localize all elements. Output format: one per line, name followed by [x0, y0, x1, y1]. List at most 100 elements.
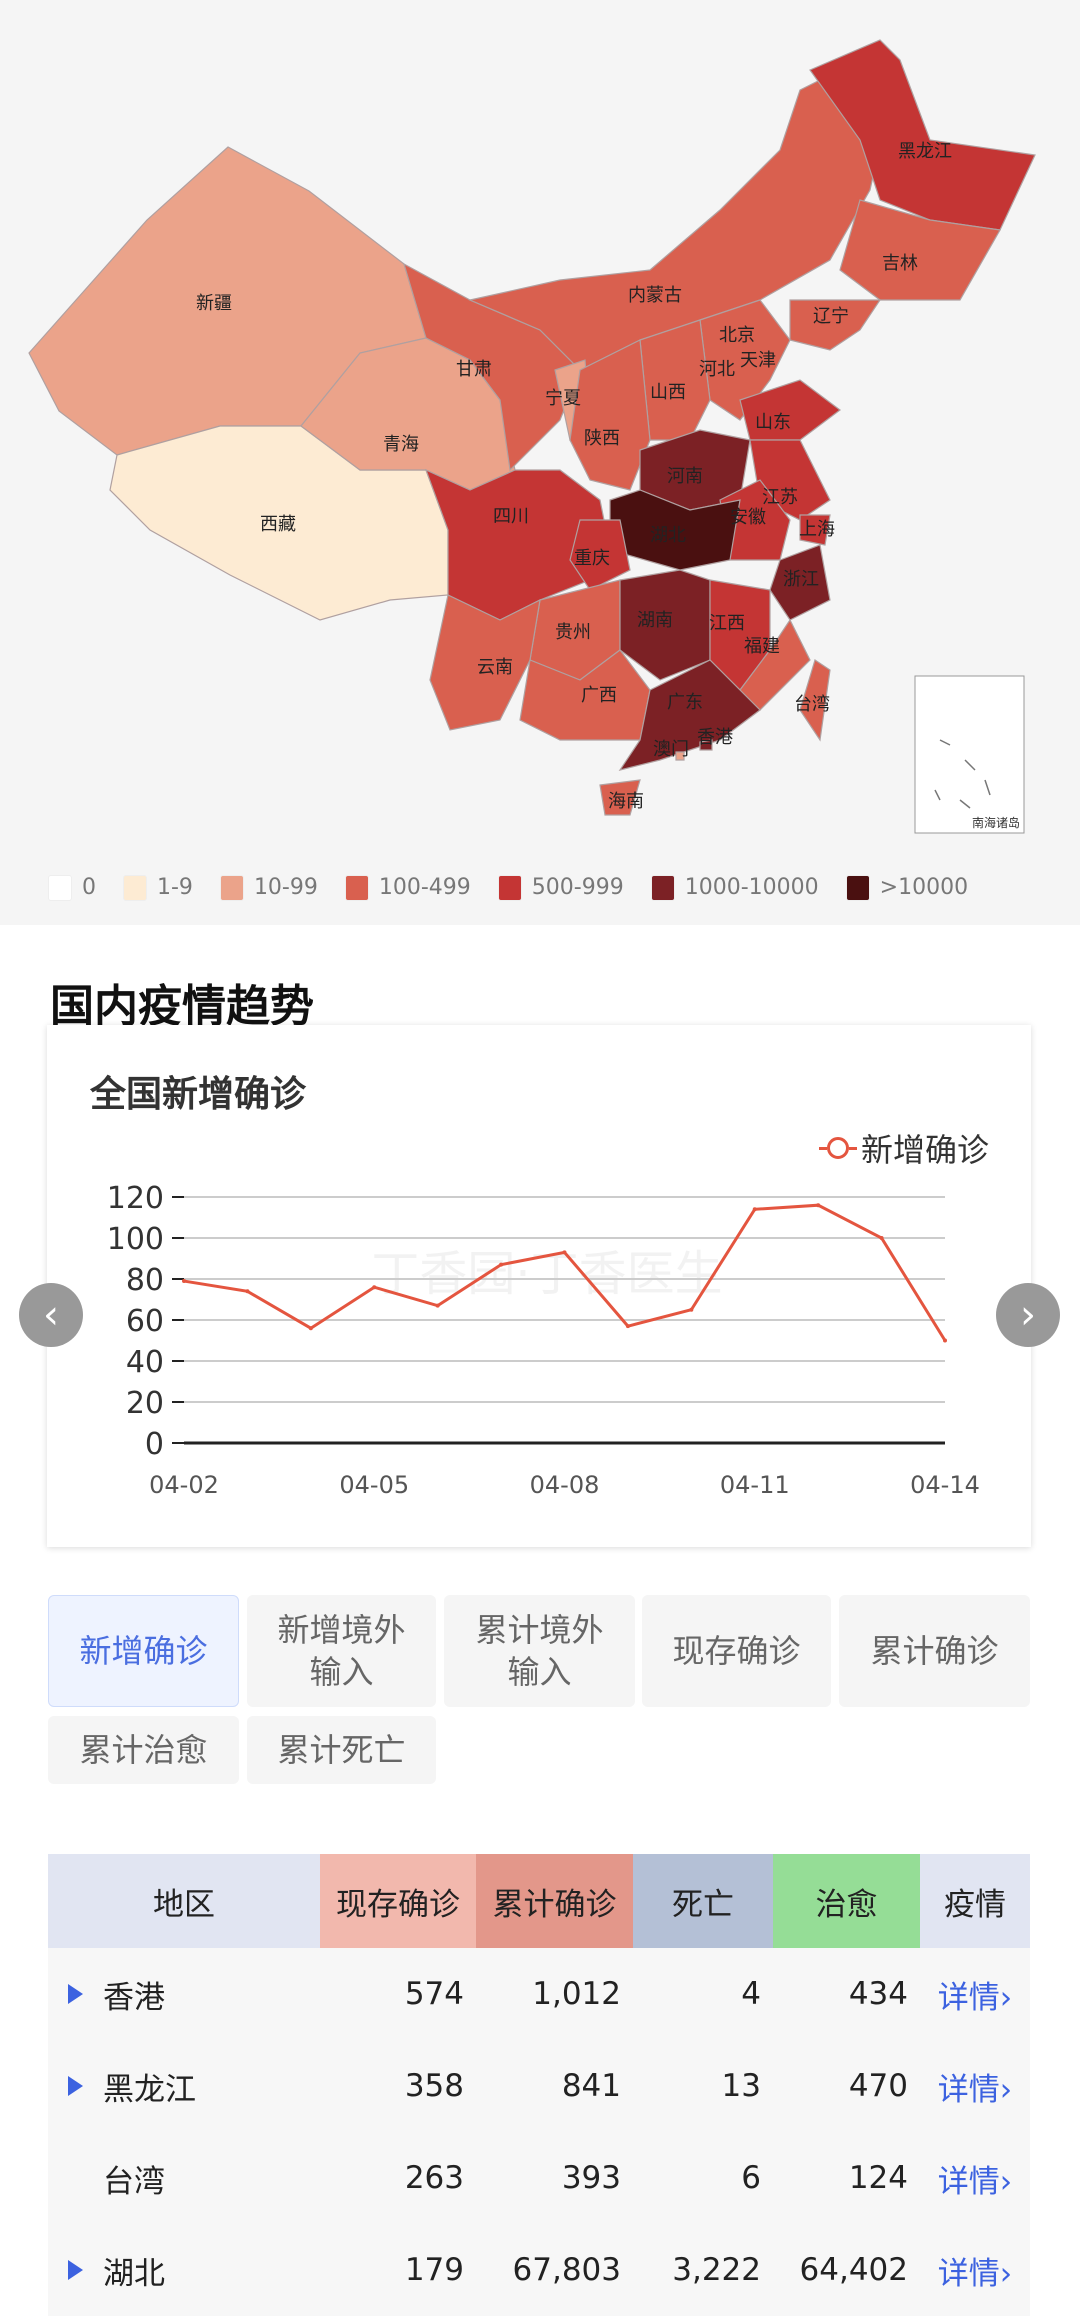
legend-item[interactable]: 0: [48, 874, 96, 901]
tab-累计境外输入[interactable]: 累计境外 输入: [444, 1595, 635, 1707]
detail-link[interactable]: 详情›: [937, 2255, 1013, 2292]
expand-triangle-icon[interactable]: [68, 2260, 83, 2280]
header-region[interactable]: 地区: [153, 1886, 215, 1923]
total-cell: 841: [561, 2068, 621, 2104]
data-point[interactable]: [879, 1236, 884, 1240]
y-tick-label: 20: [126, 1386, 164, 1421]
province-山西[interactable]: [639, 319, 711, 441]
next-chart-button[interactable]: ›: [996, 1283, 1060, 1347]
header-cured[interactable]: 治愈: [773, 1854, 920, 1948]
legend-item[interactable]: 1000-10000: [650, 874, 819, 901]
region-name: 香港: [103, 1979, 165, 2016]
region-cell[interactable]: 香港: [48, 1948, 320, 2040]
region-cell[interactable]: 湖北: [48, 2224, 320, 2316]
table-row[interactable]: 湖北 179 67,803 3,222 64,402 详情›: [48, 2224, 1030, 2316]
current-cell: 358: [404, 2068, 464, 2104]
legend-swatch: [845, 874, 870, 901]
china-epidemic-map[interactable]: 新疆 西藏 青海 甘肃 内蒙古 黑龙江 吉林 辽宁 北京 天津 河北 山西 宁夏 陕西 山东 河南 江苏 安徽 上海…: [0, 0, 1080, 850]
province-label: 贵州: [555, 622, 591, 643]
data-point[interactable]: [435, 1303, 440, 1308]
data-point[interactable]: [625, 1324, 630, 1329]
deaths-cell: 6: [741, 2160, 761, 2196]
province-label: 内蒙古: [628, 285, 682, 306]
province-label: 青海: [383, 434, 419, 455]
legend-item[interactable]: 1-9: [123, 874, 193, 901]
province-云南[interactable]: [429, 594, 541, 731]
table-row[interactable]: 黑龙江 358 841 13 470 详情›: [48, 2040, 1030, 2132]
province-黑龙江[interactable]: [809, 39, 1036, 231]
region-name: 黑龙江: [103, 2071, 196, 2108]
data-point[interactable]: [245, 1289, 250, 1294]
province-label: 山西: [650, 382, 686, 403]
y-tick-label: 120: [107, 1181, 164, 1216]
province-label: 安徽: [730, 507, 766, 528]
data-point[interactable]: [943, 1338, 947, 1343]
province-上海[interactable]: [799, 514, 831, 546]
province-浙江[interactable]: [769, 544, 831, 621]
region-cell[interactable]: 台湾: [48, 2132, 320, 2224]
province-陕西[interactable]: [569, 339, 651, 491]
legend-swatch: [344, 874, 369, 901]
data-point[interactable]: [499, 1262, 504, 1267]
chart-title: 全国新增确诊: [90, 1074, 307, 1115]
chevron-left-icon: ‹: [43, 1292, 59, 1338]
data-point[interactable]: [562, 1250, 567, 1255]
detail-link[interactable]: 详情›: [937, 1979, 1013, 2016]
detail-link[interactable]: 详情›: [937, 2071, 1013, 2108]
cured-cell: 470: [848, 2068, 908, 2104]
region-cell[interactable]: 黑龙江: [48, 2040, 320, 2132]
data-point[interactable]: [308, 1326, 313, 1331]
table-row[interactable]: 台湾 263 393 6 124 详情›: [48, 2132, 1030, 2224]
y-tick-label: 100: [107, 1222, 164, 1257]
header-total[interactable]: 累计确诊: [476, 1854, 633, 1948]
header-detail: 疫情: [944, 1886, 1006, 1923]
y-tick-label: 0: [145, 1427, 164, 1462]
province-label: 西藏: [260, 514, 296, 535]
x-tick-label: 04-02: [149, 1471, 219, 1499]
province-辽宁[interactable]: [789, 299, 882, 351]
tab-现存确诊[interactable]: 现存确诊: [642, 1595, 831, 1707]
province-广东[interactable]: [618, 659, 761, 771]
data-point[interactable]: [372, 1285, 377, 1290]
deaths-cell: 3,222: [672, 2252, 761, 2288]
tab-新增确诊[interactable]: 新增确诊: [48, 1595, 239, 1707]
province-label: 河北: [699, 359, 735, 380]
data-point[interactable]: [182, 1279, 186, 1284]
legend-label: 100-499: [378, 875, 471, 900]
legend-swatch: [219, 874, 244, 901]
legend-item[interactable]: 100-499: [344, 874, 471, 901]
province-吉林[interactable]: [839, 199, 1001, 301]
header-deaths[interactable]: 死亡: [633, 1854, 773, 1948]
legend-item[interactable]: 10-99: [219, 874, 318, 901]
data-point[interactable]: [816, 1203, 821, 1208]
province-label: 澳门: [653, 739, 689, 760]
province-重庆[interactable]: [569, 519, 631, 591]
province-澳门[interactable]: [675, 751, 685, 761]
legend-label: 新增确诊: [860, 1131, 989, 1169]
prev-chart-button[interactable]: ‹: [19, 1283, 83, 1347]
province-台湾[interactable]: [799, 659, 831, 742]
header-current[interactable]: 现存确诊: [320, 1854, 476, 1948]
data-point[interactable]: [752, 1207, 757, 1212]
legend-item[interactable]: >10000: [845, 874, 968, 901]
province-山东[interactable]: [739, 379, 841, 441]
legend-label: 0: [82, 875, 96, 900]
chevron-right-icon: ›: [1020, 1292, 1036, 1338]
legend-label: 1-9: [157, 875, 193, 900]
chart-legend[interactable]: 新增确诊: [818, 1125, 989, 1171]
province-海南[interactable]: [599, 779, 641, 816]
expand-triangle-icon[interactable]: [68, 2076, 83, 2096]
province-label: 浙江: [783, 569, 819, 590]
detail-link[interactable]: 详情›: [937, 2163, 1013, 2200]
tab-新增境外输入[interactable]: 新增境外 输入: [247, 1595, 436, 1707]
tab-累计确诊[interactable]: 累计确诊: [839, 1595, 1030, 1707]
expand-triangle-icon[interactable]: [68, 1984, 83, 2004]
table-row[interactable]: 香港 574 1,012 4 434 详情›: [48, 1948, 1030, 2040]
legend-item[interactable]: 500-999: [497, 874, 624, 901]
data-point[interactable]: [689, 1307, 694, 1312]
province-香港[interactable]: [699, 739, 713, 751]
tab-累计死亡[interactable]: 累计死亡: [247, 1716, 436, 1784]
tab-累计治愈[interactable]: 累计治愈: [48, 1716, 239, 1784]
